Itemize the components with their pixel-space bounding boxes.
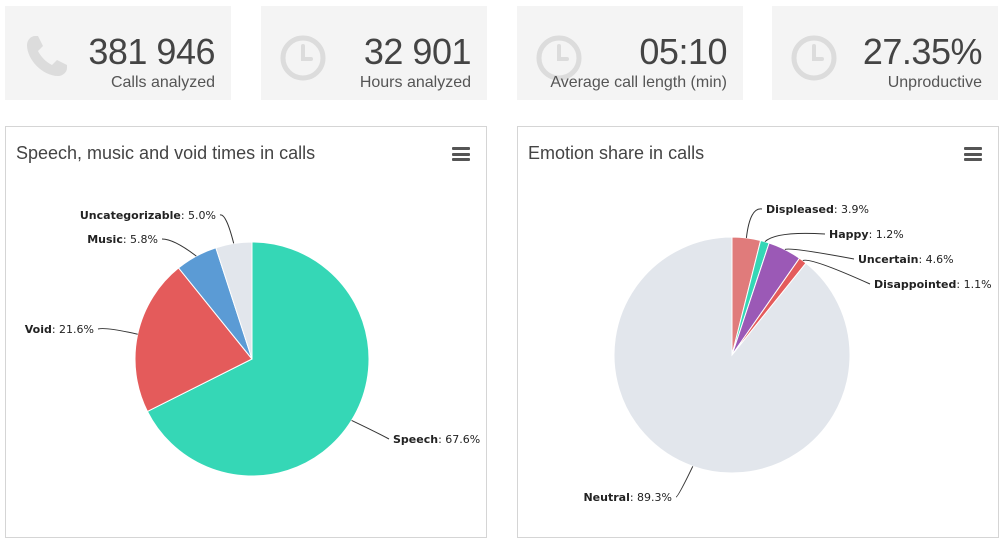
pie-slice-uncategorizable[interactable] <box>215 241 253 360</box>
stat-card-avg-length: 05:10 Average call length (min) <box>517 6 743 100</box>
data-label-void: Void: 21.6% <box>25 323 94 336</box>
pie-slice-neutral[interactable] <box>613 236 851 474</box>
label-connector <box>161 238 197 257</box>
data-label-happy: Happy: 1.2% <box>829 228 904 241</box>
label-connector <box>97 328 138 335</box>
phone-icon <box>27 36 67 76</box>
pie-chart-emotion: Displeased: 3.9% Happy: 1.2% Uncertain: 4.… <box>583 203 992 504</box>
stat-value: 27.35% <box>862 31 983 72</box>
stat-card-unproductive: 27.35% Unproductive <box>772 6 998 100</box>
chart-panel-emotion: Emotion share in calls Displeased: 3.9% H… <box>517 126 999 538</box>
label-connector <box>764 232 826 243</box>
pie-chart-speech: Speech: 67.6% Void: 21.6% Music: 5.8% Uncat… <box>25 209 480 477</box>
label-connector <box>745 208 763 238</box>
chart-title: Emotion share in calls <box>528 143 705 163</box>
chart-panel-speech: Speech, music and void times in calls Sp… <box>5 126 487 538</box>
stat-value: 05:10 <box>639 31 727 72</box>
clock-icon <box>536 35 582 81</box>
label-connector <box>802 259 871 285</box>
data-label-music: Music: 5.8% <box>87 233 158 246</box>
data-label-uncategorizable: Uncategorizable: 5.0% <box>80 209 216 222</box>
stat-card-hours: 32 901 Hours analyzed <box>261 6 487 100</box>
pie-slice-speech[interactable] <box>146 241 370 477</box>
stat-label: Unproductive <box>887 74 982 91</box>
stat-value: 381 946 <box>88 31 215 72</box>
stat-label: Average call length (min) <box>550 74 727 91</box>
hamburger-menu-icon[interactable] <box>964 147 982 161</box>
label-connector <box>351 419 390 440</box>
chart-title: Speech, music and void times in calls <box>16 143 316 163</box>
data-label-uncertain: Uncertain: 4.6% <box>858 253 954 266</box>
stat-card-calls: 381 946 Calls analyzed <box>5 6 231 100</box>
stat-label: Hours analyzed <box>359 74 471 91</box>
stat-value: 32 901 <box>363 31 472 72</box>
clock-icon <box>280 35 326 81</box>
stat-label: Calls analyzed <box>110 74 215 91</box>
label-connector <box>784 248 855 260</box>
data-label-displeased: Displeased: 3.9% <box>766 203 869 216</box>
data-label-neutral: Neutral: 89.3% <box>583 491 672 504</box>
data-label-disappointed: Disappointed: 1.1% <box>874 278 992 291</box>
data-label-speech: Speech: 67.6% <box>393 433 480 446</box>
label-connector <box>219 214 235 244</box>
label-connector <box>675 466 694 498</box>
hamburger-menu-icon[interactable] <box>452 147 470 161</box>
clock-icon <box>791 35 837 81</box>
